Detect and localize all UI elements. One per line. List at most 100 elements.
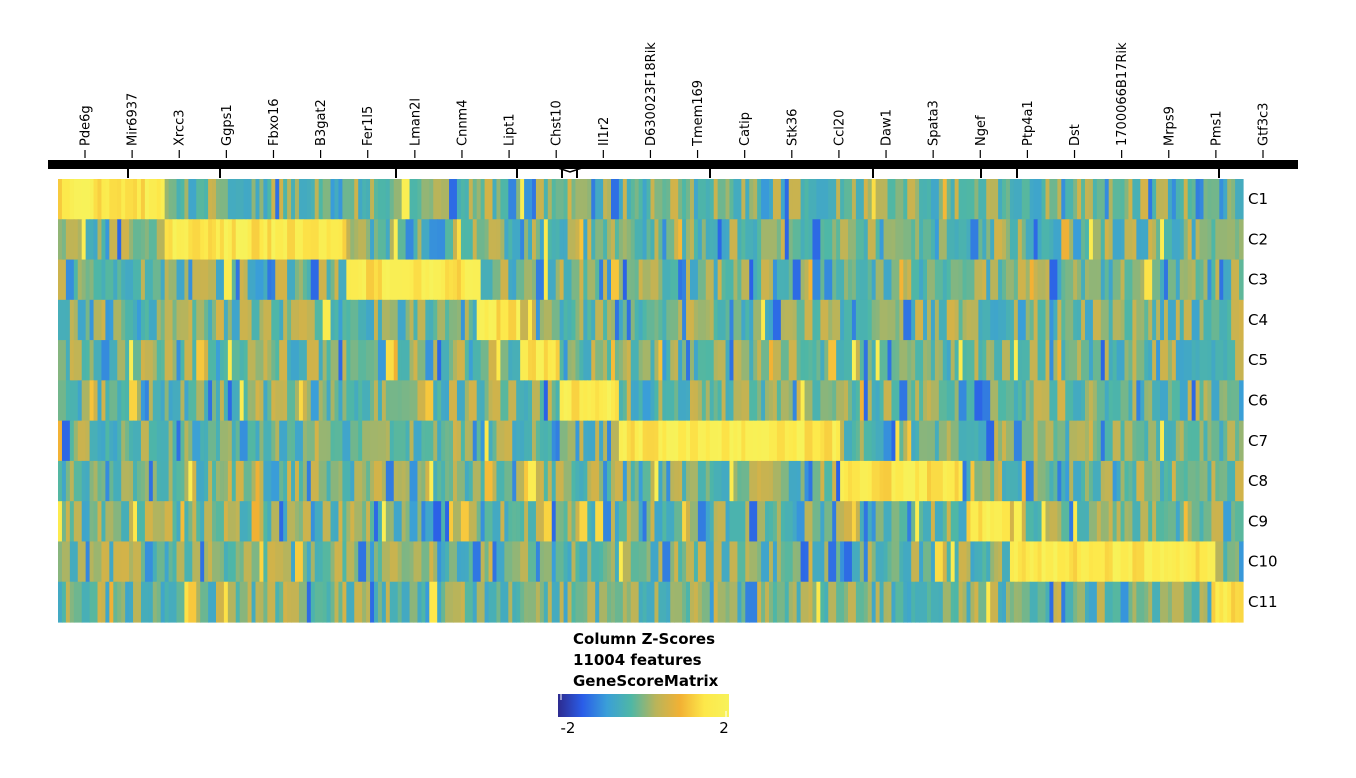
heatmap-cell — [298, 460, 304, 502]
heatmap-cell — [93, 179, 99, 220]
heatmap-cell — [196, 340, 205, 381]
heatmap-cell — [788, 179, 794, 220]
heatmap-cell — [113, 259, 118, 301]
heatmap-cell — [235, 460, 245, 502]
heatmap-cell — [445, 460, 450, 502]
heatmap-cell — [409, 581, 415, 623]
heatmap-cell — [267, 340, 272, 381]
heatmap-cell — [65, 299, 71, 341]
heatmap-cell — [314, 420, 320, 462]
heatmap-cell — [204, 501, 213, 543]
heatmap-cell — [859, 340, 865, 381]
heatmap-cell — [223, 219, 229, 261]
heatmap-cell — [1179, 259, 1185, 301]
heatmap-cell — [622, 380, 628, 422]
row-label-c11: C11 — [1248, 593, 1278, 611]
heatmap-cell — [1175, 179, 1181, 220]
heatmap-cell — [579, 420, 584, 462]
heatmap-cell — [820, 581, 825, 623]
heatmap-cell — [863, 179, 869, 220]
heatmap-cell — [713, 259, 719, 301]
heatmap-cell — [879, 299, 889, 341]
heatmap-cell — [551, 179, 557, 220]
heatmap-cell — [1081, 380, 1086, 422]
heatmap-cell — [607, 420, 612, 462]
heatmap-cell — [460, 541, 466, 583]
heatmap-cell — [73, 179, 83, 220]
heatmap-cell — [725, 179, 731, 220]
heatmap-cell — [622, 179, 628, 220]
heatmap-cell — [306, 299, 316, 341]
heatmap-cell — [492, 179, 498, 220]
heatmap-cell — [792, 259, 802, 301]
heatmap-cell — [196, 581, 201, 623]
heatmap-cell — [832, 460, 837, 502]
heatmap-cell — [1152, 179, 1157, 220]
heatmap-cell — [792, 581, 798, 623]
heatmap-cell — [1033, 219, 1039, 261]
heatmap-cell — [334, 179, 340, 220]
heatmap-cell — [887, 340, 893, 381]
heatmap-cell — [409, 259, 415, 301]
heatmap-cell — [820, 501, 825, 543]
heatmap-cell — [445, 420, 450, 462]
heatmap-cell — [1239, 581, 1244, 623]
heatmap-cell — [528, 340, 533, 381]
heatmap-cell — [1152, 259, 1161, 301]
heatmap-cell — [125, 581, 130, 623]
heatmap-cell — [484, 581, 490, 623]
heatmap-cell — [1041, 380, 1051, 422]
heatmap-cell — [974, 541, 979, 583]
heatmap-cell — [919, 420, 928, 462]
heatmap-cell — [295, 179, 300, 220]
heatmap-cell — [468, 179, 474, 220]
heatmap-cell — [168, 460, 174, 502]
heatmap-cell — [998, 460, 1003, 502]
heatmap-cell — [938, 219, 948, 261]
heatmap-cell — [484, 420, 490, 462]
heatmap-cell — [998, 380, 1007, 422]
heatmap-cell — [247, 581, 253, 623]
heatmap-cell — [243, 460, 253, 502]
heatmap-cell — [930, 460, 936, 502]
heatmap-cell — [769, 380, 774, 422]
heatmap-cell — [942, 460, 948, 502]
heatmap-cell — [441, 541, 446, 583]
heatmap-cell — [121, 299, 126, 341]
heatmap-cell — [239, 259, 245, 301]
heatmap-cell — [1092, 380, 1098, 422]
heatmap-cell — [1156, 460, 1161, 502]
heatmap-cell — [69, 420, 75, 462]
heatmap-cell — [239, 581, 249, 623]
heatmap-cell — [697, 259, 707, 301]
colorbar-tick-label-min: -2 — [561, 719, 576, 737]
heatmap-cell — [650, 219, 656, 261]
heatmap-cell — [638, 541, 648, 583]
heatmap-cell — [551, 501, 557, 543]
heatmap-cell — [875, 420, 885, 462]
heatmap-cell — [496, 581, 501, 623]
heatmap-cell — [1077, 541, 1082, 583]
heatmap-cell — [741, 340, 750, 381]
heatmap-cell — [377, 299, 383, 341]
heatmap-cell — [808, 259, 814, 301]
heatmap-cell — [737, 219, 742, 261]
heatmap-cell — [855, 581, 865, 623]
heatmap-cell — [223, 581, 229, 623]
heatmap-cell — [476, 179, 482, 220]
heatmap-cell — [701, 219, 707, 261]
heatmap-cell — [1156, 501, 1165, 543]
heatmap-cell — [322, 501, 328, 543]
column-label: Xrcc3 — [173, 109, 188, 146]
heatmap-cell — [1057, 581, 1062, 623]
heatmap-cell — [1207, 259, 1212, 301]
heatmap-cell — [966, 460, 972, 502]
heatmap-cell — [1073, 299, 1078, 341]
heatmap-cell — [160, 460, 170, 502]
heatmap-cell — [942, 259, 948, 301]
heatmap-cell — [1207, 420, 1212, 462]
heatmap-cell — [125, 340, 130, 381]
heatmap-cell — [994, 299, 999, 341]
heatmap-cell — [662, 501, 667, 543]
heatmap-cell — [666, 219, 675, 261]
